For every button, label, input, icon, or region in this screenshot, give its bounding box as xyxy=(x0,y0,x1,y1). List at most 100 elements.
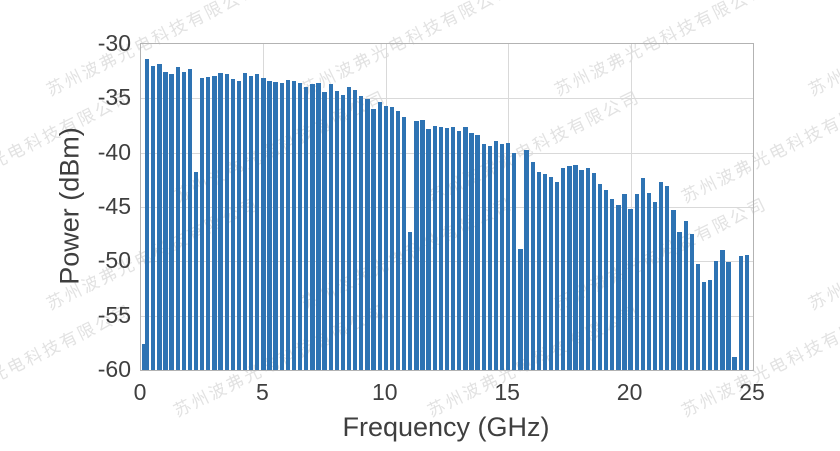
spectrum-bar xyxy=(561,167,566,370)
x-tick-label: 25 xyxy=(739,379,765,405)
spectrum-bar xyxy=(383,105,388,370)
spectrum-bar xyxy=(322,91,327,370)
spectrum-bar xyxy=(652,201,658,370)
spectrum-bar xyxy=(230,78,235,370)
spectrum-bar xyxy=(279,83,284,370)
spectrum-bar xyxy=(622,193,627,370)
spectrum-bar xyxy=(144,59,150,370)
spectrum-bar xyxy=(316,83,321,370)
spectrum-bar xyxy=(567,165,572,370)
spectrum-bar xyxy=(267,80,272,370)
spectrum-bar xyxy=(726,262,731,370)
spectrum-bar xyxy=(542,174,548,370)
spectrum-bar xyxy=(603,189,609,370)
spectrum-bar xyxy=(732,356,737,370)
spectrum-bar xyxy=(432,125,437,370)
y-tick-label: -45 xyxy=(97,193,131,219)
y-tick-label: -30 xyxy=(97,30,131,56)
spectrum-bar xyxy=(530,162,535,370)
spectrum-bar xyxy=(744,254,750,370)
y-tick-label: -60 xyxy=(97,356,131,382)
spectrum-bar xyxy=(634,193,639,370)
watermark-text: 苏州波弗光电科技有限公司 xyxy=(805,194,840,314)
spectrum-bar xyxy=(469,133,474,370)
x-axis-title: Frequency (GHz) xyxy=(342,412,550,442)
spectrum-bar xyxy=(591,173,597,370)
spectrum-bar xyxy=(395,111,401,370)
spectrum-bar xyxy=(720,250,725,370)
spectrum-bar xyxy=(518,249,523,370)
x-tick-label: 5 xyxy=(255,379,269,405)
y-tick-label: -40 xyxy=(97,138,131,165)
x-tick-label: 0 xyxy=(133,379,147,405)
x-tick-label: 15 xyxy=(494,379,520,405)
spectrum-bar xyxy=(206,76,211,370)
watermark-text: 苏州波弗光电科技有限公司 xyxy=(805,0,840,100)
spectrum-bar xyxy=(671,210,676,370)
spectrum-bar xyxy=(371,109,376,370)
spectrum-bar xyxy=(328,84,333,370)
spectrum-bar xyxy=(291,80,297,370)
y-tick-label: -50 xyxy=(97,247,131,274)
x-tick-label: 10 xyxy=(372,379,398,405)
y-tick-label: -35 xyxy=(97,84,131,111)
spectrum-bar xyxy=(493,140,499,370)
spectrum-bar xyxy=(187,68,193,370)
spectrum-bar xyxy=(402,116,407,370)
spectrum-bar xyxy=(475,135,480,370)
spectrum-bar xyxy=(249,75,254,370)
spectrum-bar xyxy=(555,182,560,370)
spectrum-bar xyxy=(218,73,223,370)
spectrum-bar xyxy=(261,77,266,370)
spectrum-bar xyxy=(450,126,456,370)
spectrum-bar xyxy=(426,128,431,370)
spectrum-bar xyxy=(365,99,370,370)
spectrum-bar xyxy=(297,83,303,370)
spectrum-bar xyxy=(193,172,199,370)
spectrum-bar xyxy=(200,77,205,370)
spectrum-bar xyxy=(224,74,229,370)
spectrum-bar xyxy=(157,63,162,370)
spectrum-bar xyxy=(212,75,217,370)
spectrum-bar xyxy=(616,204,621,370)
spectrum-bar xyxy=(481,143,486,370)
spectrum-bar xyxy=(175,66,180,370)
x-tick-label: 20 xyxy=(616,379,643,405)
spectrum-bar xyxy=(457,130,462,370)
spectrum-bar xyxy=(512,152,517,370)
spectrum-bar xyxy=(169,74,174,370)
spectrum-bar xyxy=(444,127,450,370)
spectrum-bar xyxy=(273,82,278,370)
spectrum-bar xyxy=(573,164,578,370)
spectrum-bar xyxy=(463,126,468,370)
spectrum-bar xyxy=(353,89,358,370)
spectrum-bar xyxy=(408,231,413,370)
spectrum-bar xyxy=(640,177,645,370)
spectrum-bar xyxy=(420,120,425,370)
spectrum-bar xyxy=(438,126,444,370)
spectrum-bar xyxy=(285,79,291,370)
spectrum-bar xyxy=(487,146,492,370)
spectrum-bar xyxy=(708,279,713,370)
spectrum-bar xyxy=(181,72,186,370)
spectrum-bar xyxy=(359,96,364,370)
y-axis-title: Power (dBm) xyxy=(54,127,85,285)
spectrum-bar xyxy=(628,209,633,370)
spectrum-bar xyxy=(151,65,156,370)
spectrum-bar xyxy=(310,84,315,370)
y-gridline xyxy=(141,98,753,100)
spectrum-bar xyxy=(414,121,419,370)
spectrum-bar xyxy=(683,221,688,370)
spectrum-bar xyxy=(499,143,505,370)
spectrum-bar xyxy=(646,192,652,370)
spectrum-bar xyxy=(536,172,541,370)
spectrum-bar xyxy=(659,182,664,370)
spectrum-bar xyxy=(255,74,260,370)
spectrum-bar xyxy=(334,90,339,370)
spectrum-bar xyxy=(141,343,146,370)
spectrum-bar xyxy=(163,72,168,370)
spectrum-bar xyxy=(548,176,554,370)
spectrum-bar xyxy=(597,184,603,370)
x-gridline xyxy=(630,44,632,370)
